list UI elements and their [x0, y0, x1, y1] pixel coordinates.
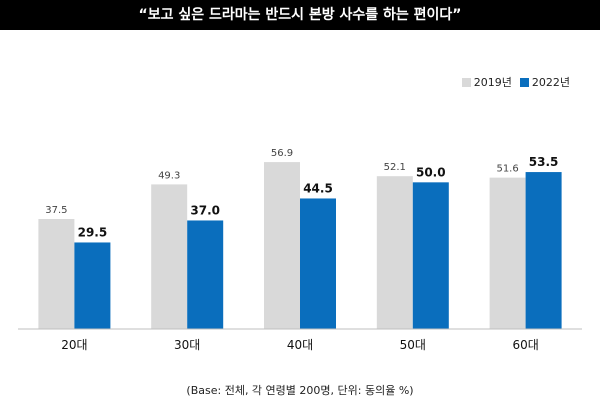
legend-label-2022: 2022년 — [531, 76, 570, 89]
chart-title: “보고 싶은 드라마는 반드시 본방 사수를 하는 편이다” — [0, 0, 600, 30]
bar-2022년-40대 — [300, 198, 336, 329]
bar-2022년-20대 — [74, 242, 111, 329]
chart-legend: 2019년 2022년 — [461, 74, 570, 90]
legend-label-2019: 2019년 — [473, 76, 512, 89]
bar-2019년-50대 — [376, 176, 413, 329]
legend-swatch-2022 — [519, 77, 529, 87]
bar-2019년-20대 — [38, 219, 75, 329]
bar-2022년-30대 — [187, 220, 224, 329]
data-label-2019년-20대: 37.5 — [45, 205, 67, 216]
legend-item-2022: 2022년 — [519, 74, 570, 90]
x-tick-label-30대: 30대 — [174, 338, 200, 352]
x-tick-label-60대: 60대 — [512, 338, 538, 352]
bar-2019년-40대 — [264, 162, 300, 329]
bar-2022년-60대 — [525, 172, 562, 329]
bar-2019년-30대 — [151, 184, 188, 329]
x-tick-label-20대: 20대 — [61, 338, 87, 352]
data-label-2022년-50대: 50.0 — [416, 165, 446, 179]
x-tick-label-40대: 40대 — [287, 338, 313, 352]
data-label-2019년-30대: 49.3 — [158, 170, 180, 181]
x-tick-label-50대: 50대 — [400, 338, 426, 352]
data-label-2022년-30대: 37.0 — [190, 203, 220, 217]
bar-2022년-50대 — [412, 182, 449, 329]
data-label-2022년-20대: 29.5 — [78, 225, 108, 239]
data-label-2019년-60대: 51.6 — [496, 164, 518, 175]
legend-item-2019: 2019년 — [461, 74, 512, 90]
bar-2019년-60대 — [489, 177, 526, 329]
data-label-2022년-40대: 44.5 — [303, 181, 333, 195]
legend-swatch-2019 — [461, 77, 471, 87]
data-label-2022년-60대: 53.5 — [529, 155, 559, 169]
data-label-2019년-50대: 52.1 — [384, 162, 406, 173]
chart-footnote: (Base: 전체, 각 연령별 200명, 단위: 동의율 %) — [186, 384, 414, 397]
data-label-2019년-40대: 56.9 — [271, 148, 293, 159]
